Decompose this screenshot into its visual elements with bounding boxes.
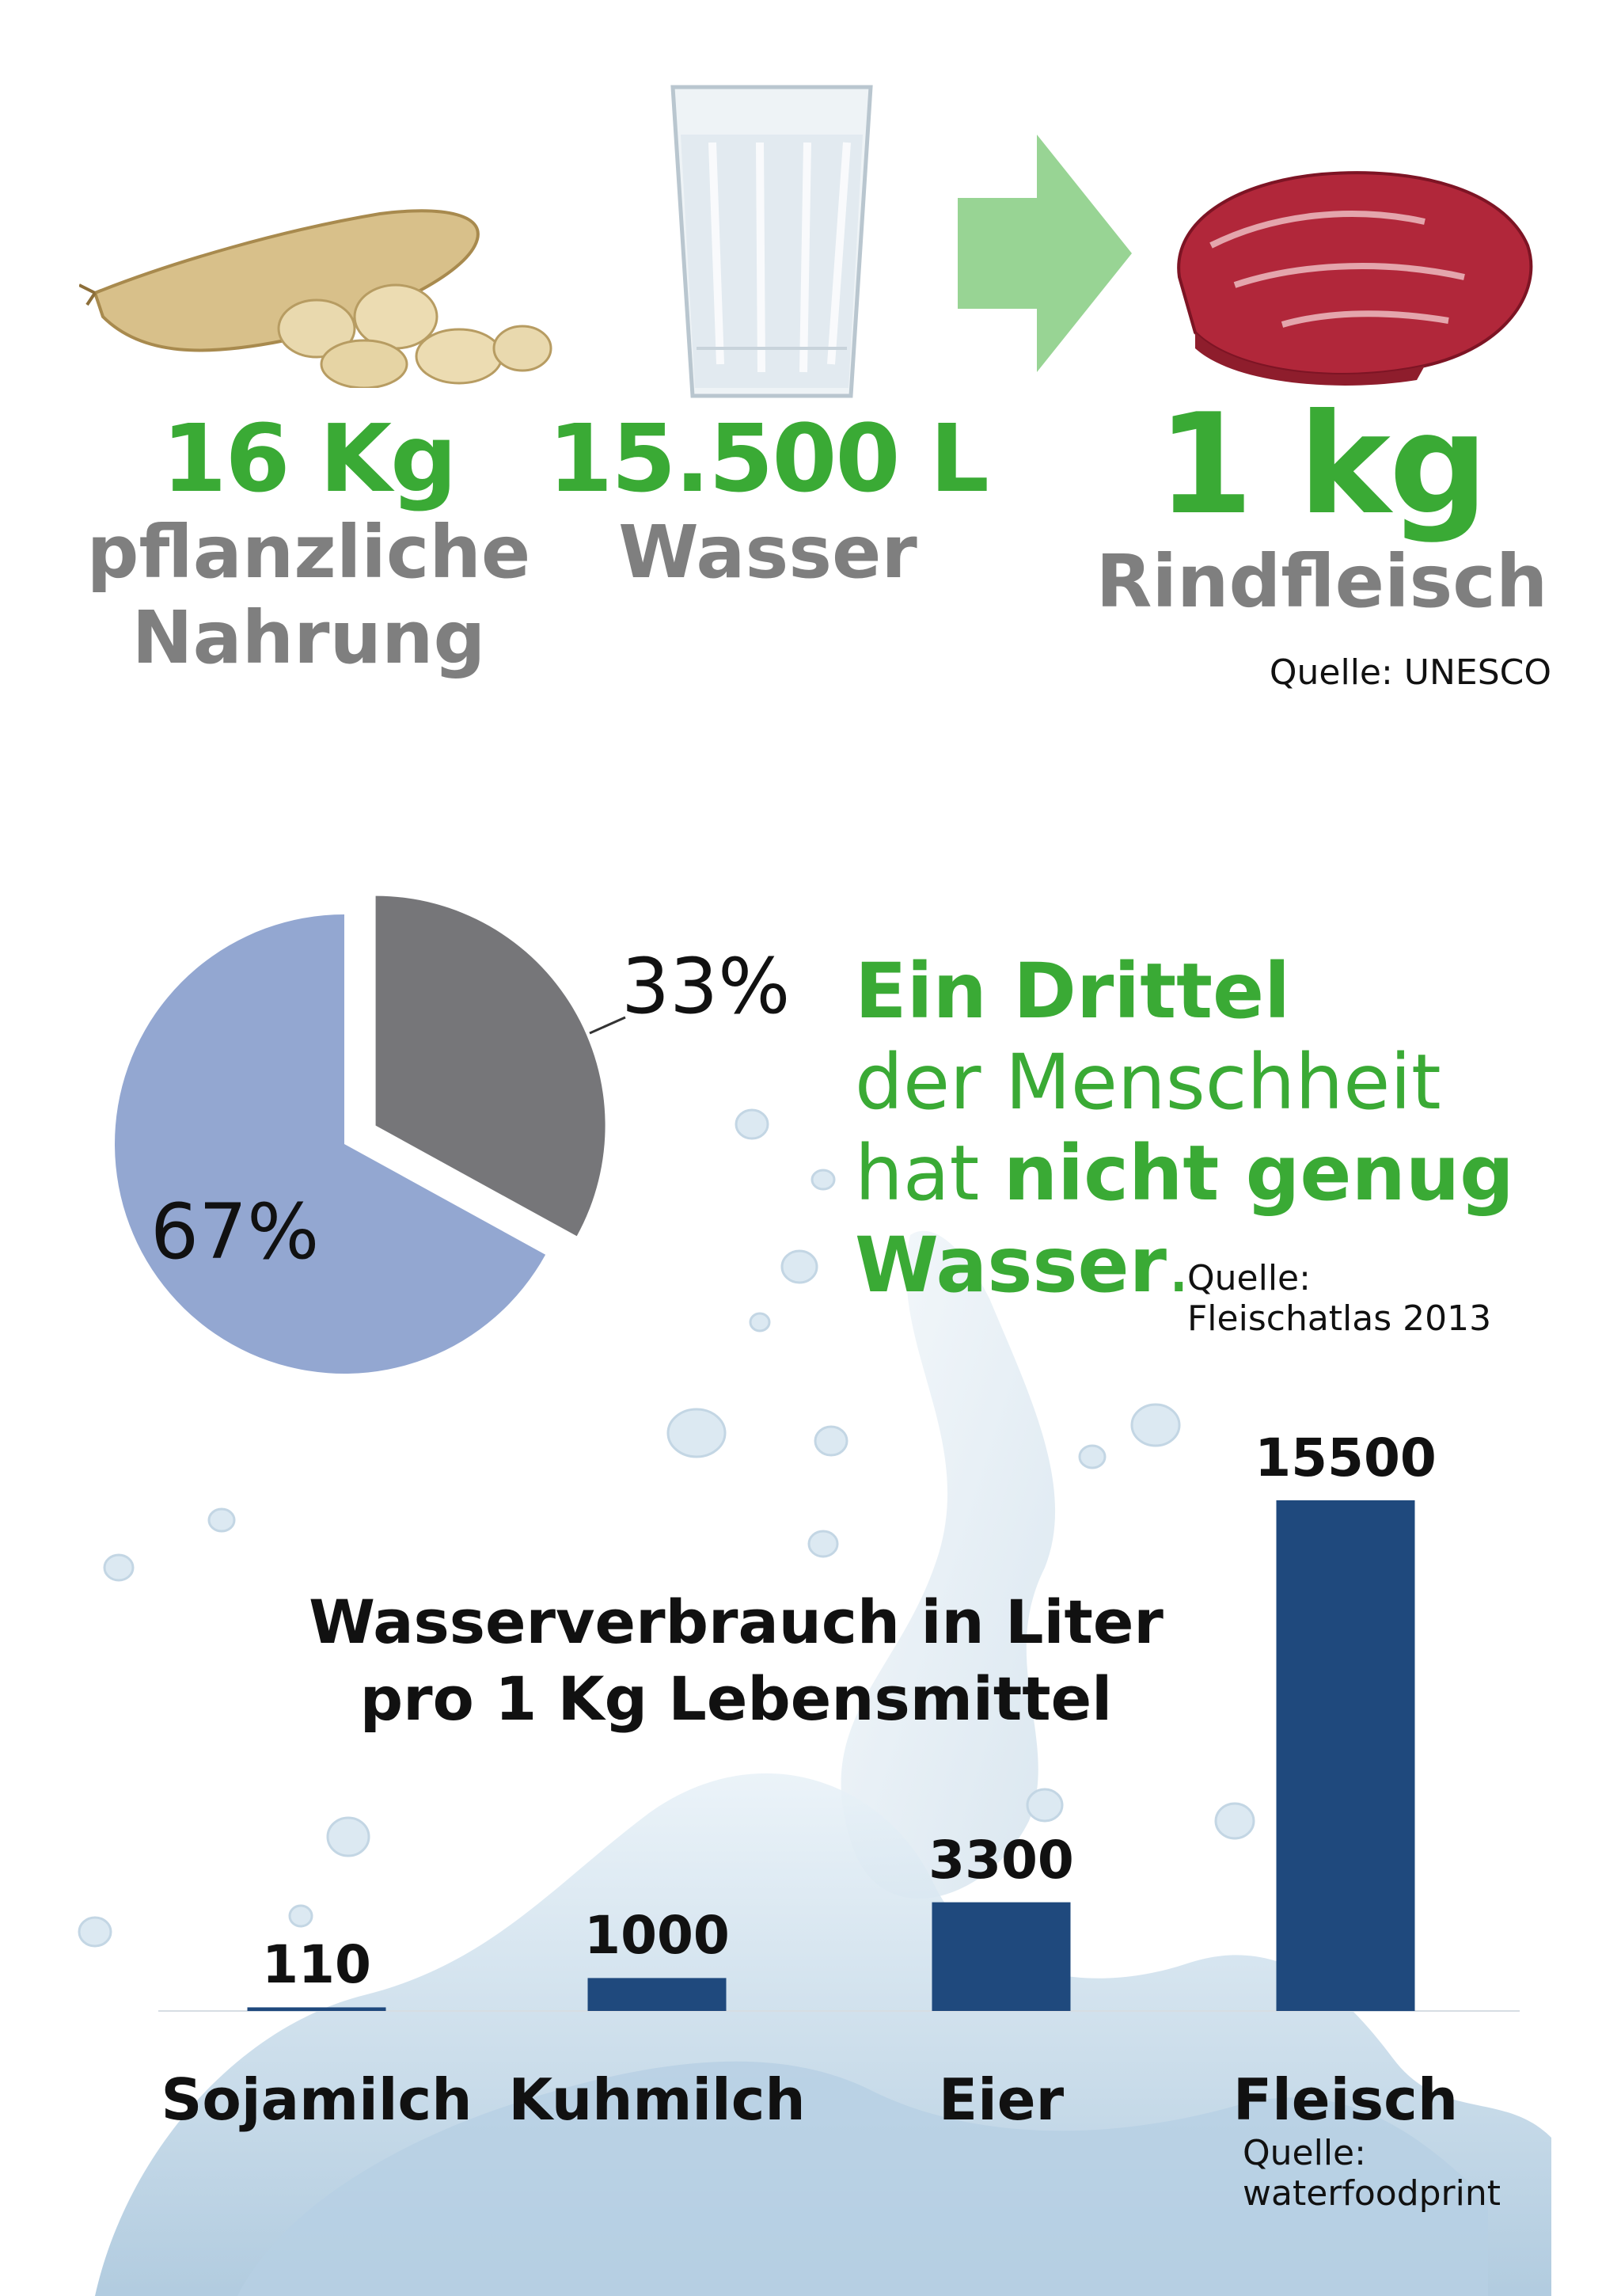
bar-sojamilch — [247, 2007, 386, 2011]
bar-chart-title-line-2: pro 1 Kg Lebensmittel — [359, 1663, 1113, 1735]
bar-value-label-eier: 3300 — [928, 1829, 1074, 1891]
bar-category-label-sojamilch: Sojamilch — [161, 2066, 473, 2133]
plant-food-label-1: pflanzliche — [86, 510, 531, 595]
beef-icon — [1177, 171, 1533, 386]
unesco-source: Quelle: UNESCO — [1269, 652, 1551, 693]
pie-label-33: 33% — [621, 942, 791, 1031]
statement-line-3-bold: nicht genug — [1003, 1129, 1514, 1218]
water-glass-icon — [670, 85, 873, 398]
bar-category-label-fleisch: Fleisch — [1232, 2066, 1459, 2133]
bar-chart-title-line-1: Wasserverbrauch in Liter — [309, 1587, 1164, 1657]
bar-value-label-kuhmilch: 1000 — [584, 1905, 730, 1967]
water-block: 15.500 L Wasser — [514, 412, 1021, 595]
beef-block: 1 kg Rindfleisch — [1076, 396, 1567, 625]
plant-food-block: 16 Kg pflanzliche Nahrung — [32, 412, 586, 680]
pie-slice-67 — [115, 914, 546, 1374]
soybean-icon — [79, 209, 552, 388]
water-label: Wasser — [618, 510, 917, 595]
pie-chart — [115, 895, 626, 1374]
water-value: 15.500 L — [548, 404, 989, 513]
waterfoodprint-source-line-1: Quelle: — [1243, 2133, 1366, 2173]
bar-kuhmilch — [587, 1978, 727, 2011]
bar-fleisch — [1276, 1500, 1415, 2011]
statement-line-1: Ein Drittel — [855, 947, 1290, 1036]
fleischatlas-source-line-2: Fleischatlas 2013 — [1187, 1298, 1492, 1339]
statement-line-4-dot: . — [1166, 1220, 1191, 1310]
bar-category-label-eier: Eier — [938, 2066, 1065, 2133]
statement-line-3-normal: hat — [855, 1129, 1004, 1218]
bar-category-label-kuhmilch: Kuhmilch — [508, 2066, 806, 2133]
water-shortage-statement: Ein Drittel der Menschheit hat nicht gen… — [855, 946, 1599, 1311]
bar-value-label-fleisch: 15500 — [1255, 1427, 1437, 1488]
arrow-right-icon — [958, 135, 1132, 372]
beef-value: 1 kg — [1156, 385, 1488, 545]
statement-line-4-bold: Wasser — [855, 1220, 1167, 1310]
bar-eier — [932, 1902, 1071, 2011]
pie-label-67: 67% — [150, 1188, 320, 1276]
waterfoodprint-source-line-2: waterfoodprint — [1243, 2172, 1501, 2214]
plant-food-label-2: Nahrung — [131, 595, 486, 680]
pie-leader-line — [589, 1016, 626, 1035]
beef-label: Rindfleisch — [1095, 539, 1548, 624]
bar-value-label-sojamilch: 110 — [262, 1934, 371, 1996]
bar-chart-title: Wasserverbrauch in Liter pro 1 Kg Lebens… — [222, 1583, 1251, 1738]
fleischatlas-source: Quelle: Fleischatlas 2013 — [1187, 1258, 1551, 1339]
waterfoodprint-source: Quelle: waterfoodprint — [1243, 2133, 1607, 2214]
plant-food-value: 16 Kg — [161, 404, 457, 513]
fleischatlas-source-line-1: Quelle: — [1187, 1258, 1311, 1298]
pie-slice-33 — [375, 895, 606, 1237]
statement-line-2: der Menschheit — [855, 1038, 1441, 1127]
